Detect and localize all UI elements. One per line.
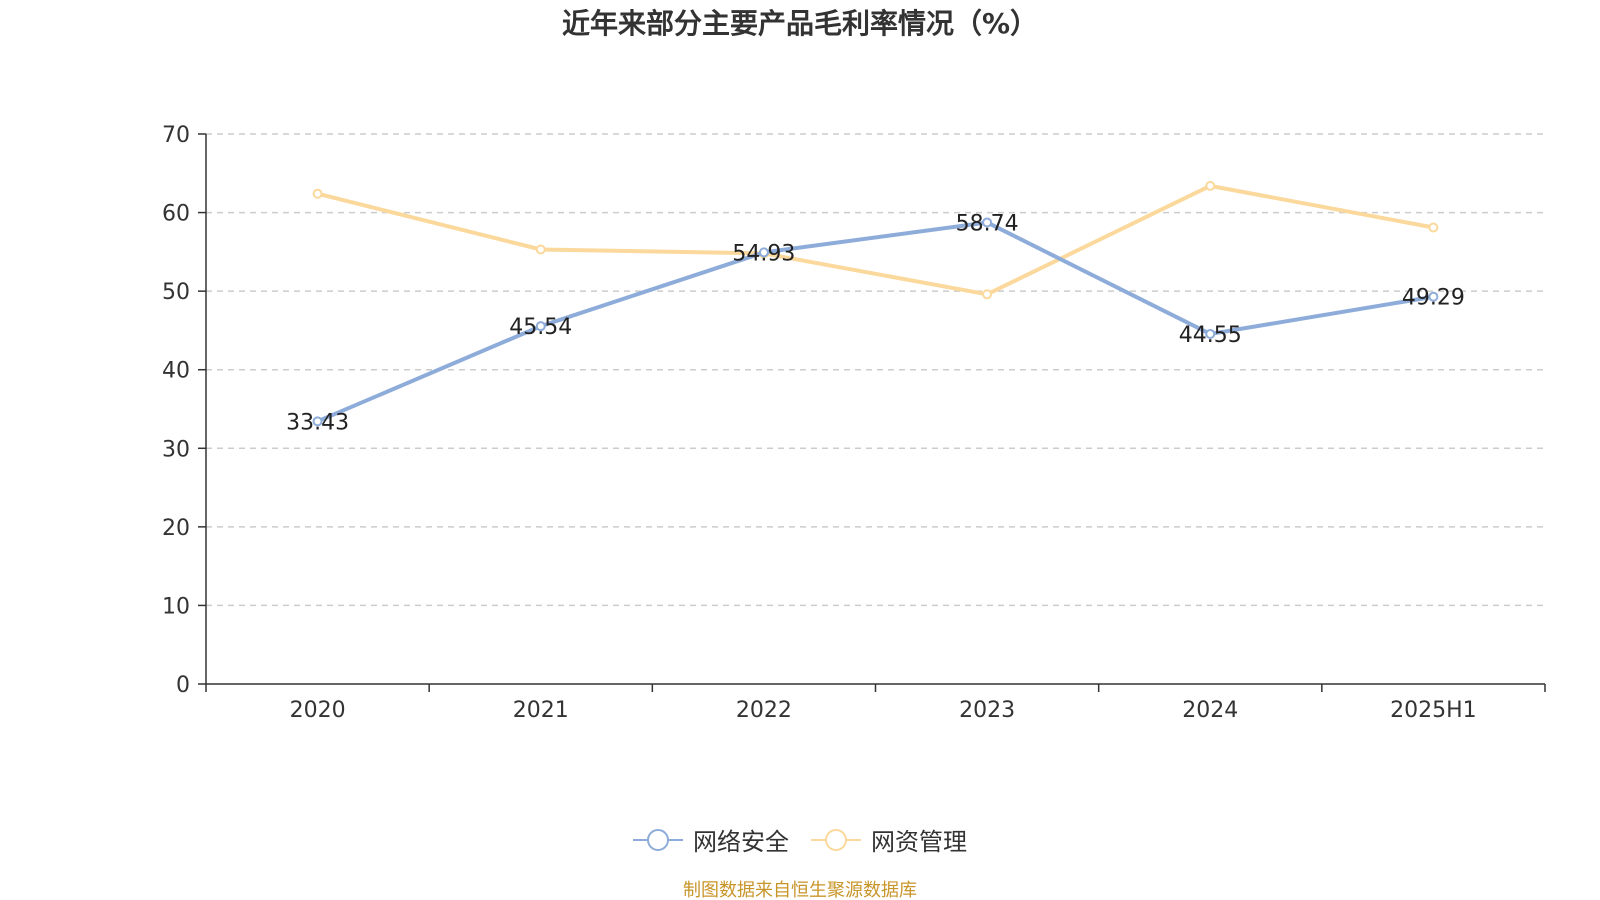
legend-dot-security	[647, 828, 669, 851]
y-tick-label-10: 10	[162, 594, 190, 619]
data-point-s0-2020[interactable]	[312, 416, 323, 427]
y-tick-label-60: 60	[162, 202, 190, 227]
y-tick-label-30: 30	[162, 437, 190, 462]
data-point-s0-2022[interactable]	[758, 247, 769, 258]
data-point-s1-2020[interactable]	[312, 188, 323, 199]
series-line-1	[315, 183, 1436, 297]
legend-label-asset-mgmt: 网资管理	[871, 828, 967, 856]
data-label-s0-2021: 45.54	[509, 315, 572, 340]
x-tick-label-2025H1: 2025H1	[1390, 698, 1477, 723]
x-tick-label-2020: 2020	[290, 698, 346, 723]
legend-label-security: 网络安全	[693, 828, 789, 856]
legend: 网络安全 网资管理	[0, 822, 1600, 857]
y-tick-label-0: 0	[176, 673, 190, 698]
x-tick-label-2022: 2022	[736, 698, 792, 723]
y-tick-label-40: 40	[162, 359, 190, 384]
data-point-s0-2023[interactable]	[982, 217, 993, 228]
source-note: 制图数据来自恒生聚源数据库	[683, 880, 917, 900]
series-line-0	[315, 220, 1436, 424]
chart-title: 近年来部分主要产品毛利率情况（%）	[561, 7, 1039, 40]
x-tick-label-2024: 2024	[1182, 698, 1238, 723]
legend-item-security[interactable]: 网络安全	[633, 822, 789, 857]
legend-symbol-security	[633, 828, 683, 852]
x-tick-label-2023: 2023	[959, 698, 1015, 723]
legend-item-asset-mgmt[interactable]: 网资管理	[811, 822, 967, 857]
data-label-s0-2023: 58.74	[956, 211, 1019, 236]
y-tick-label-20: 20	[162, 516, 190, 541]
data-point-s1-2023[interactable]	[982, 289, 993, 300]
y-tick-label-50: 50	[162, 280, 190, 305]
data-label-s0-2025H1: 49.29	[1402, 286, 1465, 311]
data-label-s0-2024: 44.55	[1179, 323, 1242, 348]
data-point-s0-2021[interactable]	[535, 321, 546, 332]
data-point-s0-2024[interactable]	[1205, 328, 1216, 339]
legend-symbol-asset-mgmt	[811, 828, 861, 852]
data-point-s1-2024[interactable]	[1205, 180, 1216, 191]
data-label-s0-2020: 33.43	[286, 410, 349, 435]
data-label-s0-2022: 54.93	[732, 241, 795, 266]
data-point-s1-2021[interactable]	[535, 244, 546, 255]
x-tick-label-2021: 2021	[513, 698, 569, 723]
data-point-s0-2025H1[interactable]	[1428, 291, 1439, 302]
data-point-s1-2025H1[interactable]	[1428, 222, 1439, 233]
legend-dot-asset-mgmt	[825, 828, 847, 851]
y-tick-label-70: 70	[162, 123, 190, 148]
